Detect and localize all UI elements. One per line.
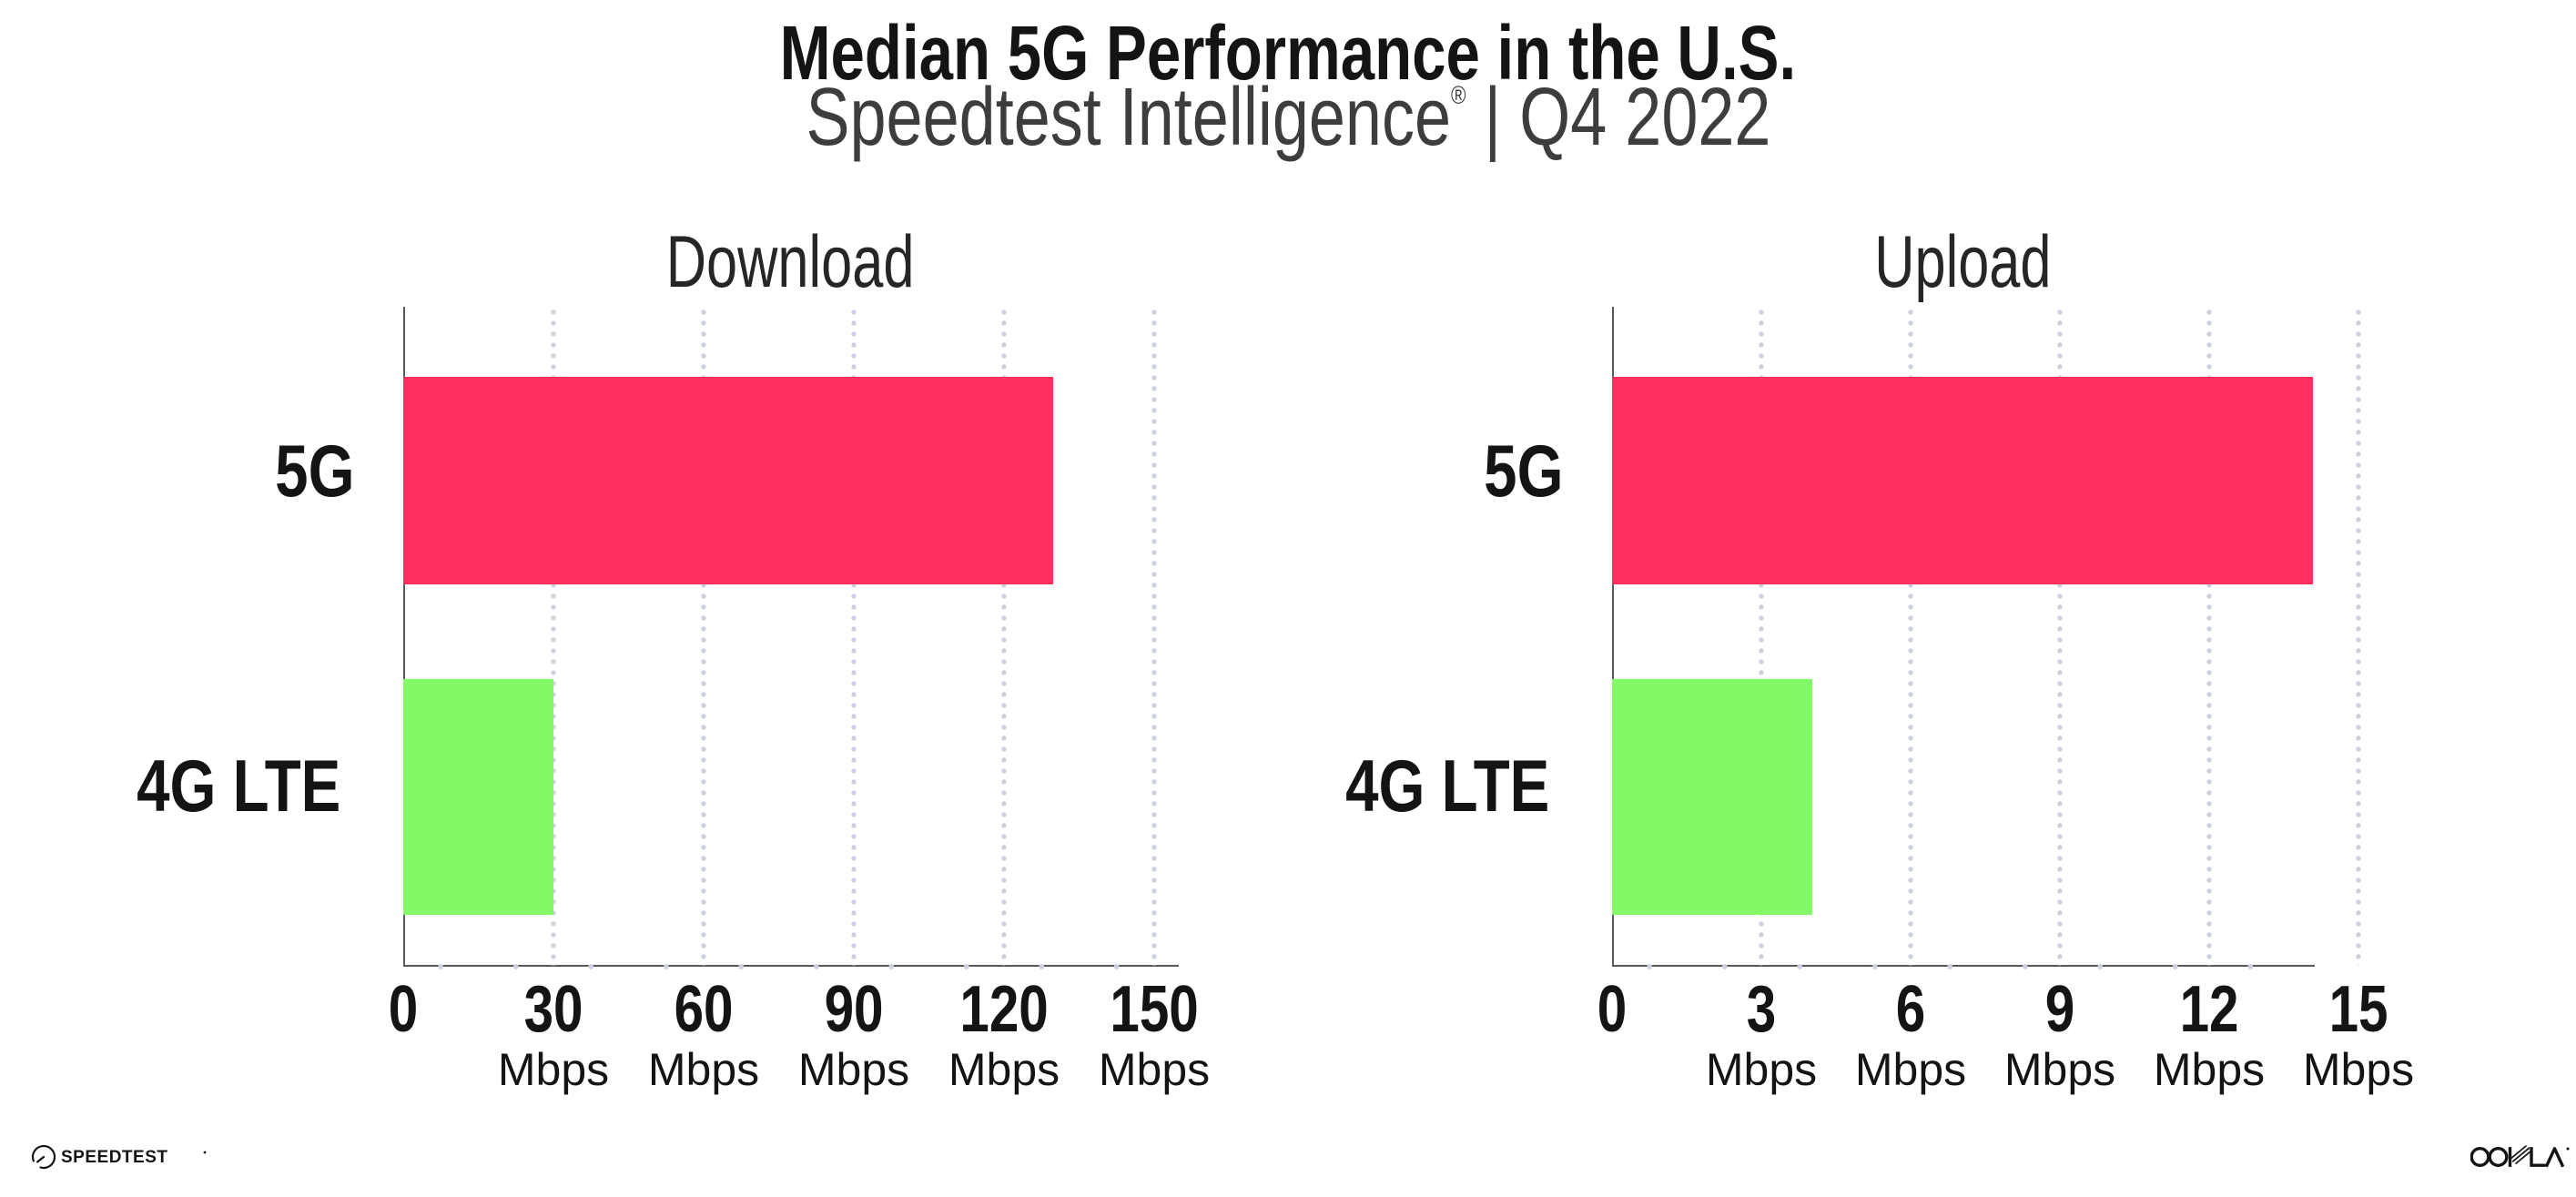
svg-text:SPEEDTEST: SPEEDTEST (61, 1148, 167, 1167)
